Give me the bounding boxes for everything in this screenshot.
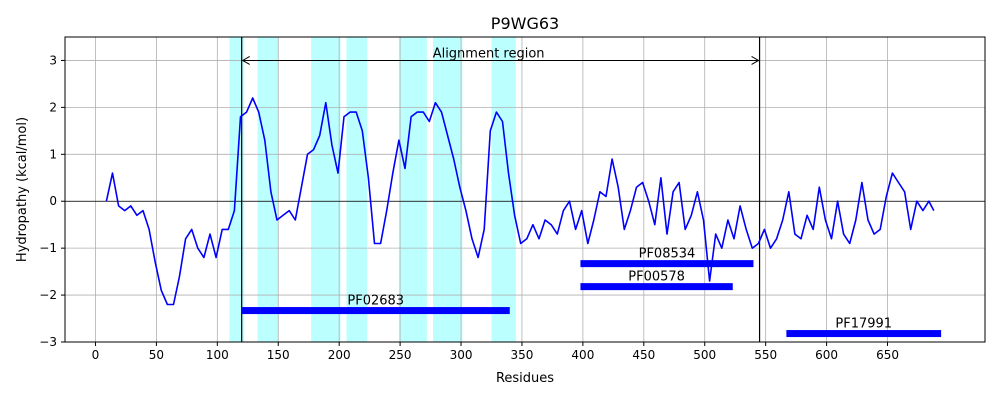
y-tick-label: −1 <box>39 241 57 255</box>
highlight-region <box>346 37 368 342</box>
domain-label: PF17991 <box>835 317 892 332</box>
x-tick-label: 500 <box>693 348 716 362</box>
highlight-region <box>398 37 427 342</box>
arrow-head-left <box>241 56 250 65</box>
y-tick-label: −2 <box>39 288 57 302</box>
y-tick-label: 2 <box>49 100 57 114</box>
highlight-regions <box>229 37 516 342</box>
domain-label: PF02683 <box>347 294 404 309</box>
x-tick-label: 450 <box>632 348 655 362</box>
y-tick-label: 3 <box>49 53 57 67</box>
domain-label: PF00578 <box>628 270 685 285</box>
y-tick-label: 0 <box>49 194 57 208</box>
x-tick-label: 250 <box>389 348 412 362</box>
x-tick-label: 400 <box>571 348 594 362</box>
domain-bar <box>580 283 733 291</box>
highlight-region <box>311 37 341 342</box>
domain-label: PF08534 <box>639 247 696 262</box>
grid-lines <box>65 37 985 343</box>
hydropathy-line <box>105 97 935 306</box>
x-axis-label: Residues <box>496 371 554 386</box>
highlight-region <box>491 37 516 342</box>
y-axis-ticks: −3 −2 −1 0 1 2 3 <box>39 53 65 349</box>
x-tick-label: 600 <box>815 348 838 362</box>
x-tick-label: 50 <box>149 348 164 362</box>
y-tick-label: 1 <box>49 147 57 161</box>
arrow-head-right <box>751 56 760 65</box>
x-tick-label: 350 <box>511 348 534 362</box>
alignment-arrow: Alignment region <box>241 46 760 65</box>
highlight-region <box>257 37 279 342</box>
x-tick-label: 150 <box>267 348 290 362</box>
plot-frame <box>64 36 986 343</box>
domain-bar <box>580 260 754 268</box>
domain-bar <box>241 307 510 315</box>
alignment-boundaries <box>241 37 761 342</box>
highlight-region <box>229 37 245 342</box>
domain-bars: PF08534 PF00578 PF02683 PF17991 <box>241 247 942 338</box>
chart-title: P9WG63 <box>491 14 559 33</box>
x-tick-label: 300 <box>450 348 473 362</box>
domain-bar <box>786 330 942 338</box>
x-tick-label: 650 <box>876 348 899 362</box>
x-tick-label: 100 <box>206 348 229 362</box>
y-tick-label: −3 <box>39 335 57 349</box>
arrow-label: Alignment region <box>433 46 545 61</box>
y-axis-label: Hydropathy (kcal/mol) <box>15 117 30 262</box>
x-axis-ticks: 0 50 100 150 200 250 300 350 400 450 500 550 600 650 <box>92 342 899 362</box>
x-tick-label: 550 <box>754 348 777 362</box>
hydropathy-series <box>105 97 935 306</box>
highlight-region <box>433 37 463 342</box>
x-tick-label: 0 <box>92 348 100 362</box>
x-tick-label: 200 <box>328 348 351 362</box>
